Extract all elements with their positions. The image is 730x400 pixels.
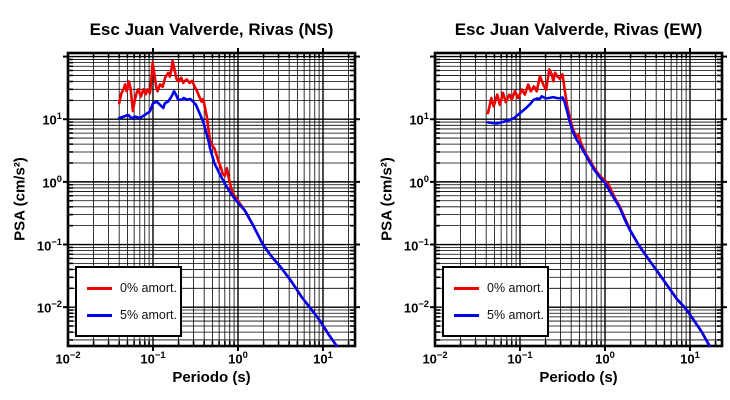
x-tick-label: 101 bbox=[680, 350, 700, 367]
chart-ns: Esc Juan Valverde, Rivas (NS) 10−2 10−1 10… bbox=[11, 20, 360, 386]
chart-title-ns: Esc Juan Valverde, Rivas (NS) bbox=[89, 20, 334, 39]
x-tick-label: 10−1 bbox=[507, 350, 533, 367]
plot-frame bbox=[66, 51, 357, 348]
y-tick-label: 101 bbox=[42, 111, 62, 128]
legend-item-0pct: 0% amort. bbox=[77, 281, 180, 295]
y-tick-label: 10−1 bbox=[403, 236, 429, 253]
series-line-0-amort- bbox=[117, 59, 339, 348]
x-tick-label: 101 bbox=[313, 350, 333, 367]
y-tick-label: 101 bbox=[409, 111, 429, 128]
chart-ew: Esc Juan Valverde, Rivas (EW) 10−2 10−1 10… bbox=[367, 0, 730, 400]
plot-area-ew bbox=[430, 48, 727, 351]
legend: 0% amort. 5% amort. bbox=[75, 266, 182, 337]
y-axis-title: PSA (cm/s²) bbox=[11, 157, 29, 241]
legend-label: 5% amort. bbox=[120, 308, 177, 322]
red-line-swatch-icon bbox=[87, 286, 112, 290]
x-tick-label: 100 bbox=[595, 350, 615, 367]
y-tick-label: 100 bbox=[42, 173, 62, 191]
x-tick-label: 10−2 bbox=[55, 350, 81, 367]
plot-frame bbox=[433, 51, 724, 348]
x-tick-label: 100 bbox=[228, 350, 248, 367]
x-axis-title: Periodo (s) bbox=[172, 369, 251, 386]
y-tick-label: 10−2 bbox=[403, 299, 429, 316]
legend-item-5pct: 5% amort. bbox=[77, 308, 180, 322]
blue-line-swatch-icon bbox=[87, 313, 112, 317]
chart-title-ew: Esc Juan Valverde, Rivas (EW) bbox=[454, 20, 703, 39]
y-tick-label: 10−1 bbox=[36, 236, 62, 253]
series-line-5-amort- bbox=[117, 89, 339, 348]
series-line-5-amort- bbox=[486, 95, 711, 348]
plot-area-ns bbox=[63, 48, 360, 351]
x-axis-title: Periodo (s) bbox=[539, 369, 618, 386]
legend-item-0pct: 0% amort. bbox=[444, 281, 547, 295]
blue-line-swatch-icon bbox=[454, 313, 479, 317]
legend-label: 5% amort. bbox=[487, 308, 544, 322]
y-tick-label: 100 bbox=[409, 173, 429, 191]
legend: 0% amort. 5% amort. bbox=[442, 266, 549, 337]
red-line-swatch-icon bbox=[454, 286, 479, 290]
y-axis-title: PSA (cm/s²) bbox=[378, 157, 396, 241]
legend-label: 0% amort. bbox=[487, 281, 544, 295]
legend-item-5pct: 5% amort. bbox=[444, 308, 547, 322]
x-tick-label: 10−2 bbox=[422, 350, 448, 367]
y-tick-label: 10−2 bbox=[36, 299, 62, 316]
x-tick-label: 10−1 bbox=[140, 350, 166, 367]
legend-label: 0% amort. bbox=[120, 281, 177, 295]
